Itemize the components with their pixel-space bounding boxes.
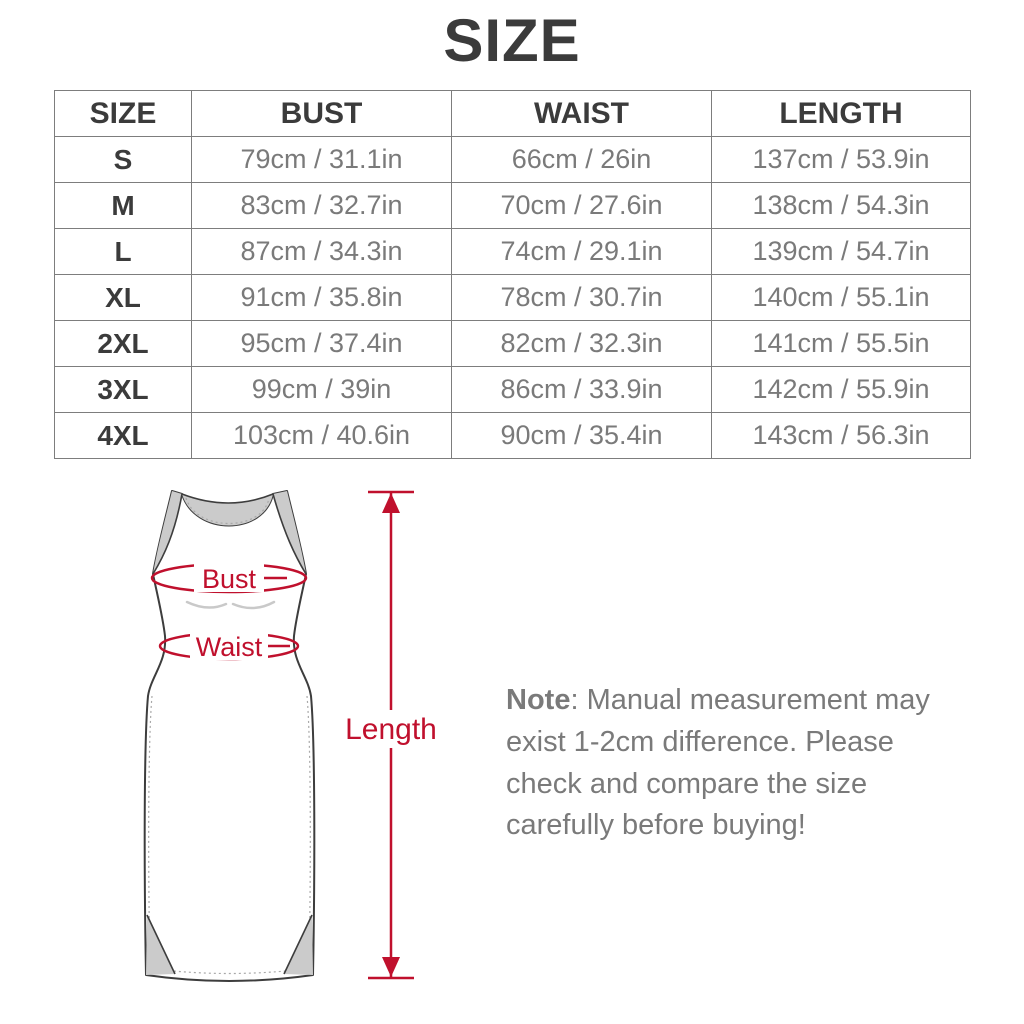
column-header-length: LENGTH [711,90,971,137]
measurement-cell: 141cm / 55.5in [711,320,971,367]
right-slit-seam [283,914,313,975]
length-arrow [368,490,414,980]
note-text: Note: Manual measurement may exist 1-2cm… [506,680,956,847]
measurement-cell: 86cm / 33.9in [451,366,712,413]
bust-contour-left [185,600,228,609]
measurement-cell: 83cm / 32.7in [191,182,452,229]
size-cell: M [54,182,192,229]
measurement-cell: 79cm / 31.1in [191,136,452,183]
column-header-size: SIZE [54,90,192,137]
measurement-cell: 87cm / 34.3in [191,228,452,275]
hem-dotted-seam [153,968,306,975]
measurement-cell: 142cm / 55.9in [711,366,971,413]
measurement-cell: 78cm / 30.7in [451,274,712,321]
neckline-back-seam [181,493,274,504]
measurement-cell: 95cm / 37.4in [191,320,452,367]
size-cell: S [54,136,192,183]
table-row: 2XL 95cm / 37.4in 82cm / 32.3in 141cm / 55.… [54,320,971,367]
waist-label-backing [190,630,268,660]
measurement-cell: 66cm / 26in [451,136,712,183]
size-cell: L [54,228,192,275]
neckline-dotted-seam [185,497,270,525]
measurement-cell: 91cm / 35.8in [191,274,452,321]
page-title: SIZE [443,7,581,74]
length-label: Length [345,713,437,746]
measurement-cell: 139cm / 54.7in [711,228,971,275]
arrowhead-down [382,957,400,977]
measurement-cell: 82cm / 32.3in [451,320,712,367]
size-table: SIZE BUST WAIST LENGTH S 79cm / 31.1in 66c… [54,90,971,459]
bust-contour-right [231,600,276,610]
neckline-fill [182,494,273,526]
table-row: M 83cm / 32.7in 70cm / 27.6in 138cm / 54.3i… [54,182,971,229]
table-header-row: SIZE BUST WAIST LENGTH [54,90,971,137]
table-row: 4XL 103cm / 40.6in 90cm / 35.4in 143cm / 56… [54,412,971,459]
measurement-cell: 138cm / 54.3in [711,182,971,229]
left-armhole-seam [152,493,183,575]
measurement-cell: 103cm / 40.6in [191,412,452,459]
size-cell: 2XL [54,320,192,367]
measurement-cell: 143cm / 56.3in [711,412,971,459]
table-row: XL 91cm / 35.8in 78cm / 30.7in 140cm / 55.1… [54,274,971,321]
waist-label: Waist [196,632,263,662]
left-slit-seam [146,914,176,975]
measurement-cell: 70cm / 27.6in [451,182,712,229]
left-side-dotted-seam [148,695,153,971]
measurement-cell: 74cm / 29.1in [451,228,712,275]
right-side-dotted-seam [306,695,311,971]
measurement-cell: 137cm / 53.9in [711,136,971,183]
table-row: L 87cm / 34.3in 74cm / 29.1in 139cm / 54.7i… [54,228,971,275]
table-row: S 79cm / 31.1in 66cm / 26in 137cm / 53.9in [54,136,971,183]
note-body: : Manual measurement may exist 1-2cm dif… [506,684,930,842]
right-armhole-seam [272,493,307,575]
measurement-cell: 99cm / 39in [191,366,452,413]
size-cell: 4XL [54,412,192,459]
bust-label: Bust [202,564,257,594]
left-armhole-shade [153,491,182,574]
column-header-waist: WAIST [451,90,712,137]
measurement-cell: 140cm / 55.1in [711,274,971,321]
measurement-cell: 90cm / 35.4in [451,412,712,459]
right-armhole-shade [273,491,306,574]
size-table-body: S 79cm / 31.1in 66cm / 26in 137cm / 53.9in M… [54,136,971,459]
bust-label-backing [194,562,264,592]
note-prefix: Note [506,684,571,716]
table-row: 3XL 99cm / 39in 86cm / 33.9in 142cm / 55.9i… [54,366,971,413]
size-cell: 3XL [54,366,192,413]
size-cell: XL [54,274,192,321]
dress-diagram: Bust Waist Length [143,490,437,982]
column-header-bust: BUST [191,90,452,137]
arrowhead-up [382,493,400,513]
